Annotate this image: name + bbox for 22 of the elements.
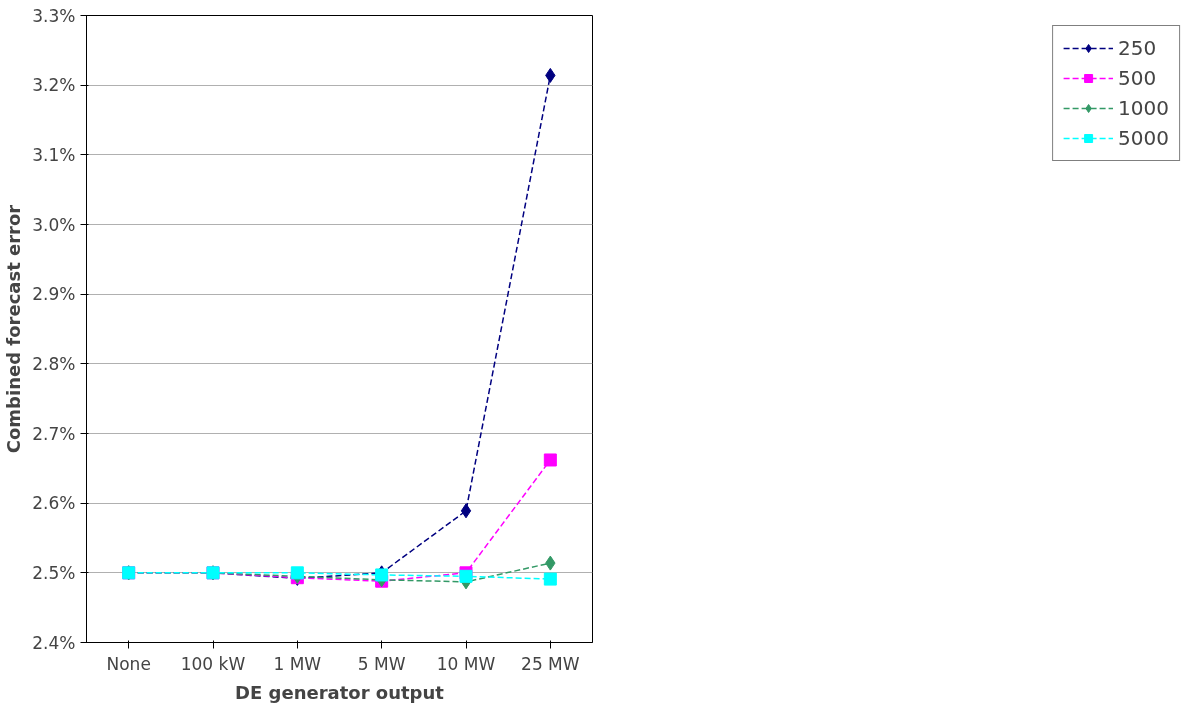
y-tick-label: 3.3%: [32, 5, 76, 26]
x-tick-label: 5 MW: [357, 653, 406, 674]
legend-label: 250: [1118, 36, 1157, 60]
y-tick-label: 2.4%: [32, 632, 76, 653]
y-tick-label: 3.1%: [32, 144, 76, 165]
y-tick-label: 2.7%: [32, 423, 76, 444]
y-tick-label: 3.2%: [32, 75, 76, 96]
x-tick-label: None: [106, 653, 151, 674]
x-axis-title: DE generator output: [235, 681, 445, 703]
y-tick-label: 2.9%: [32, 284, 76, 305]
y-tick-label: 2.6%: [32, 493, 76, 514]
y-axis-title: Combined forecast error: [3, 204, 25, 454]
x-tick-label: 25 MW: [521, 653, 580, 674]
y-tick-label: 2.5%: [32, 562, 76, 583]
x-tick-label: 100 kW: [180, 653, 246, 674]
legend-label: 1000: [1118, 96, 1169, 120]
legend-label: 5000: [1118, 126, 1169, 150]
x-tick-label: 1 MW: [273, 653, 322, 674]
x-tick-label: 10 MW: [436, 653, 496, 674]
legend-label: 500: [1118, 66, 1157, 90]
y-tick-label: 2.8%: [32, 353, 76, 374]
y-tick-label: 3.0%: [32, 214, 76, 235]
